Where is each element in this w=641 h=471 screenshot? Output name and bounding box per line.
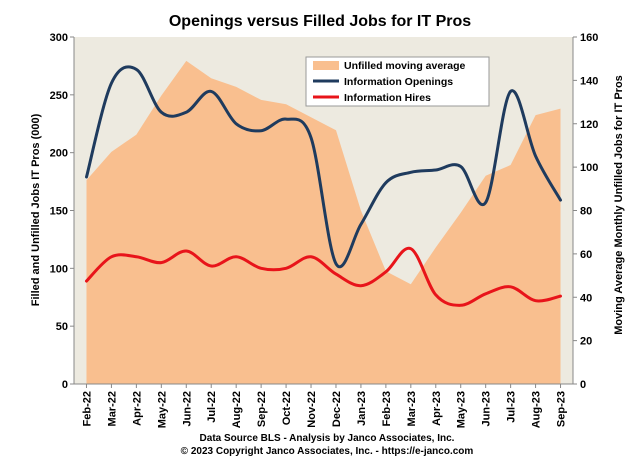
chart-title: Openings versus Filled Jobs for IT Pros bbox=[169, 13, 471, 30]
series-line-information-hires bbox=[85, 246, 562, 307]
x-tick-label: Dec-22 bbox=[331, 391, 343, 427]
x-tick-label: Nov-22 bbox=[306, 391, 318, 428]
legend: Unfilled moving average Information Open… bbox=[305, 56, 490, 107]
y-left-tick-label: 200 bbox=[50, 148, 68, 160]
x-tick-label: Jun-23 bbox=[481, 391, 493, 426]
x-tick-label: Aug-22 bbox=[231, 391, 243, 428]
x-tick-label: May-22 bbox=[156, 391, 168, 428]
x-tick-label: Apr-22 bbox=[131, 391, 143, 426]
x-tick-label: Feb-23 bbox=[381, 391, 393, 426]
y-left-tick-label: 100 bbox=[50, 263, 68, 275]
x-tick-label: Apr-23 bbox=[431, 391, 443, 426]
x-tick-label: Sep-23 bbox=[556, 391, 568, 427]
y-right-tick-label: 0 bbox=[580, 379, 586, 391]
x-tick-label: Jul-22 bbox=[206, 391, 218, 423]
y-right-tick-label: 160 bbox=[580, 32, 598, 44]
series-line-information-openings bbox=[85, 65, 562, 269]
y-right-tick-label: 40 bbox=[580, 292, 592, 304]
y-right-tick-label: 140 bbox=[580, 75, 598, 87]
x-tick-label: May-23 bbox=[456, 391, 468, 428]
y-left-tick-label: 50 bbox=[56, 321, 68, 333]
y-axis-right-title: Moving Average Monthly Unfilled Jobs for… bbox=[613, 75, 625, 335]
y-left-tick-label: 150 bbox=[50, 206, 68, 218]
x-tick-label: Mar-22 bbox=[106, 391, 118, 426]
line-series-layer bbox=[85, 65, 562, 307]
legend-label-hires: Information Hires bbox=[344, 92, 431, 104]
legend-swatch-unfilled bbox=[313, 61, 339, 70]
x-tick-label: Jan-23 bbox=[356, 391, 368, 426]
series-area-unfilled-moving-average bbox=[86, 60, 561, 385]
x-tick-label: Oct-22 bbox=[281, 391, 293, 425]
axes-layer: 0 50 100 150 200 250 300 0 20 40 60 80 100 120 140 160 F… bbox=[50, 32, 599, 428]
x-tick-label: Jun-22 bbox=[181, 391, 193, 426]
y-left-tick-label: 300 bbox=[50, 32, 68, 44]
legend-label-unfilled: Unfilled moving average bbox=[344, 60, 466, 72]
legend-label-openings: Information Openings bbox=[344, 76, 453, 88]
x-tick-label: Mar-23 bbox=[406, 391, 418, 426]
x-tick-label: Sep-22 bbox=[256, 391, 268, 427]
y-right-tick-label: 60 bbox=[580, 249, 592, 261]
source-note: Data Source BLS - Analysis by Janco Asso… bbox=[200, 433, 455, 444]
y-right-tick-label: 20 bbox=[580, 336, 592, 348]
area-series-layer bbox=[86, 60, 561, 385]
x-tick-label: Jul-23 bbox=[506, 391, 518, 423]
y-right-tick-label: 80 bbox=[580, 206, 592, 218]
x-tick-label: Aug-23 bbox=[531, 391, 543, 428]
y-axis-left-title: Filled and Unfilled Jobs IT Pros (000) bbox=[30, 113, 42, 306]
y-left-tick-label: 0 bbox=[62, 379, 68, 391]
y-right-tick-label: 120 bbox=[580, 119, 598, 131]
y-right-tick-label: 100 bbox=[580, 162, 598, 174]
y-left-tick-label: 250 bbox=[50, 90, 68, 102]
x-tick-label: Feb-22 bbox=[81, 391, 93, 426]
copyright-note: © 2023 Copyright Janco Associates, Inc. … bbox=[181, 446, 474, 457]
